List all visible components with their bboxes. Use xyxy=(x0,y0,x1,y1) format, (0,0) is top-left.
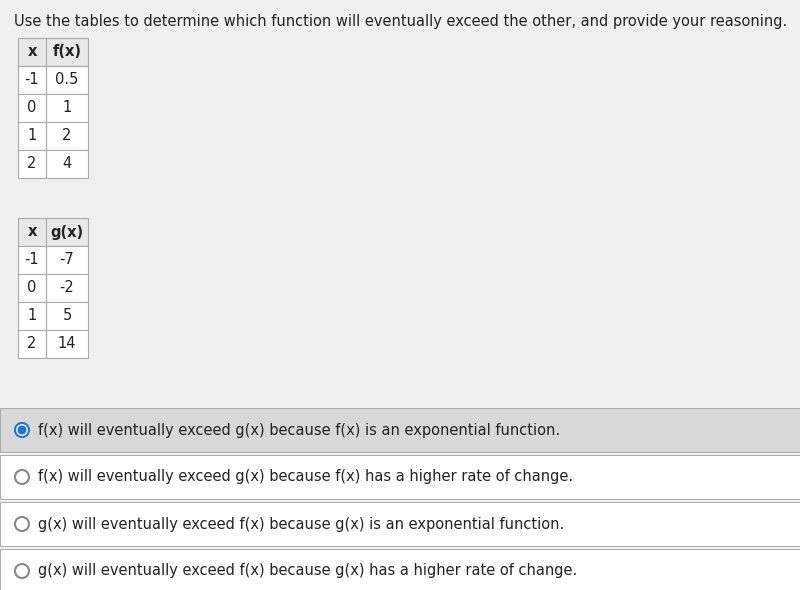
Bar xyxy=(18,122,46,150)
Text: f(x): f(x) xyxy=(53,44,82,60)
Text: Use the tables to determine which function will eventually exceed the other, and: Use the tables to determine which functi… xyxy=(14,14,787,29)
Circle shape xyxy=(18,425,26,434)
Text: 1: 1 xyxy=(27,129,37,143)
Bar xyxy=(18,274,46,302)
Bar xyxy=(46,246,88,274)
Circle shape xyxy=(15,564,29,578)
Bar xyxy=(0,408,800,452)
Text: x: x xyxy=(27,225,37,240)
Bar xyxy=(46,38,88,66)
Text: 14: 14 xyxy=(58,336,76,352)
Bar xyxy=(18,330,46,358)
Text: 2: 2 xyxy=(62,129,72,143)
Text: 0: 0 xyxy=(27,100,37,116)
Bar xyxy=(46,150,88,178)
Text: x: x xyxy=(27,44,37,60)
Bar xyxy=(18,302,46,330)
Bar xyxy=(0,502,800,546)
Text: f(x) will eventually exceed g(x) because f(x) has a higher rate of change.: f(x) will eventually exceed g(x) because… xyxy=(38,470,573,484)
Bar xyxy=(18,38,46,66)
Text: 0.5: 0.5 xyxy=(55,73,78,87)
Text: f(x) will eventually exceed g(x) because f(x) is an exponential function.: f(x) will eventually exceed g(x) because… xyxy=(38,422,560,438)
Text: -1: -1 xyxy=(25,253,39,267)
Text: 2: 2 xyxy=(27,336,37,352)
Text: g(x) will eventually exceed f(x) because g(x) is an exponential function.: g(x) will eventually exceed f(x) because… xyxy=(38,516,564,532)
Text: 1: 1 xyxy=(27,309,37,323)
Text: 4: 4 xyxy=(62,156,72,172)
Circle shape xyxy=(15,423,29,437)
Bar xyxy=(46,330,88,358)
Text: 0: 0 xyxy=(27,280,37,296)
Bar xyxy=(0,455,800,499)
Bar xyxy=(18,66,46,94)
Bar xyxy=(18,246,46,274)
Text: g(x) will eventually exceed f(x) because g(x) has a higher rate of change.: g(x) will eventually exceed f(x) because… xyxy=(38,563,578,579)
Bar xyxy=(46,94,88,122)
Circle shape xyxy=(15,470,29,484)
Text: g(x): g(x) xyxy=(50,225,83,240)
Text: -1: -1 xyxy=(25,73,39,87)
Bar xyxy=(18,94,46,122)
Bar xyxy=(46,66,88,94)
Bar xyxy=(46,122,88,150)
Bar xyxy=(46,302,88,330)
Bar xyxy=(18,150,46,178)
Bar xyxy=(46,274,88,302)
Bar xyxy=(18,218,46,246)
Text: -2: -2 xyxy=(60,280,74,296)
Text: 1: 1 xyxy=(62,100,72,116)
Text: -7: -7 xyxy=(60,253,74,267)
Bar xyxy=(46,218,88,246)
Circle shape xyxy=(15,517,29,531)
Text: 2: 2 xyxy=(27,156,37,172)
Bar xyxy=(0,549,800,590)
Text: 5: 5 xyxy=(62,309,72,323)
